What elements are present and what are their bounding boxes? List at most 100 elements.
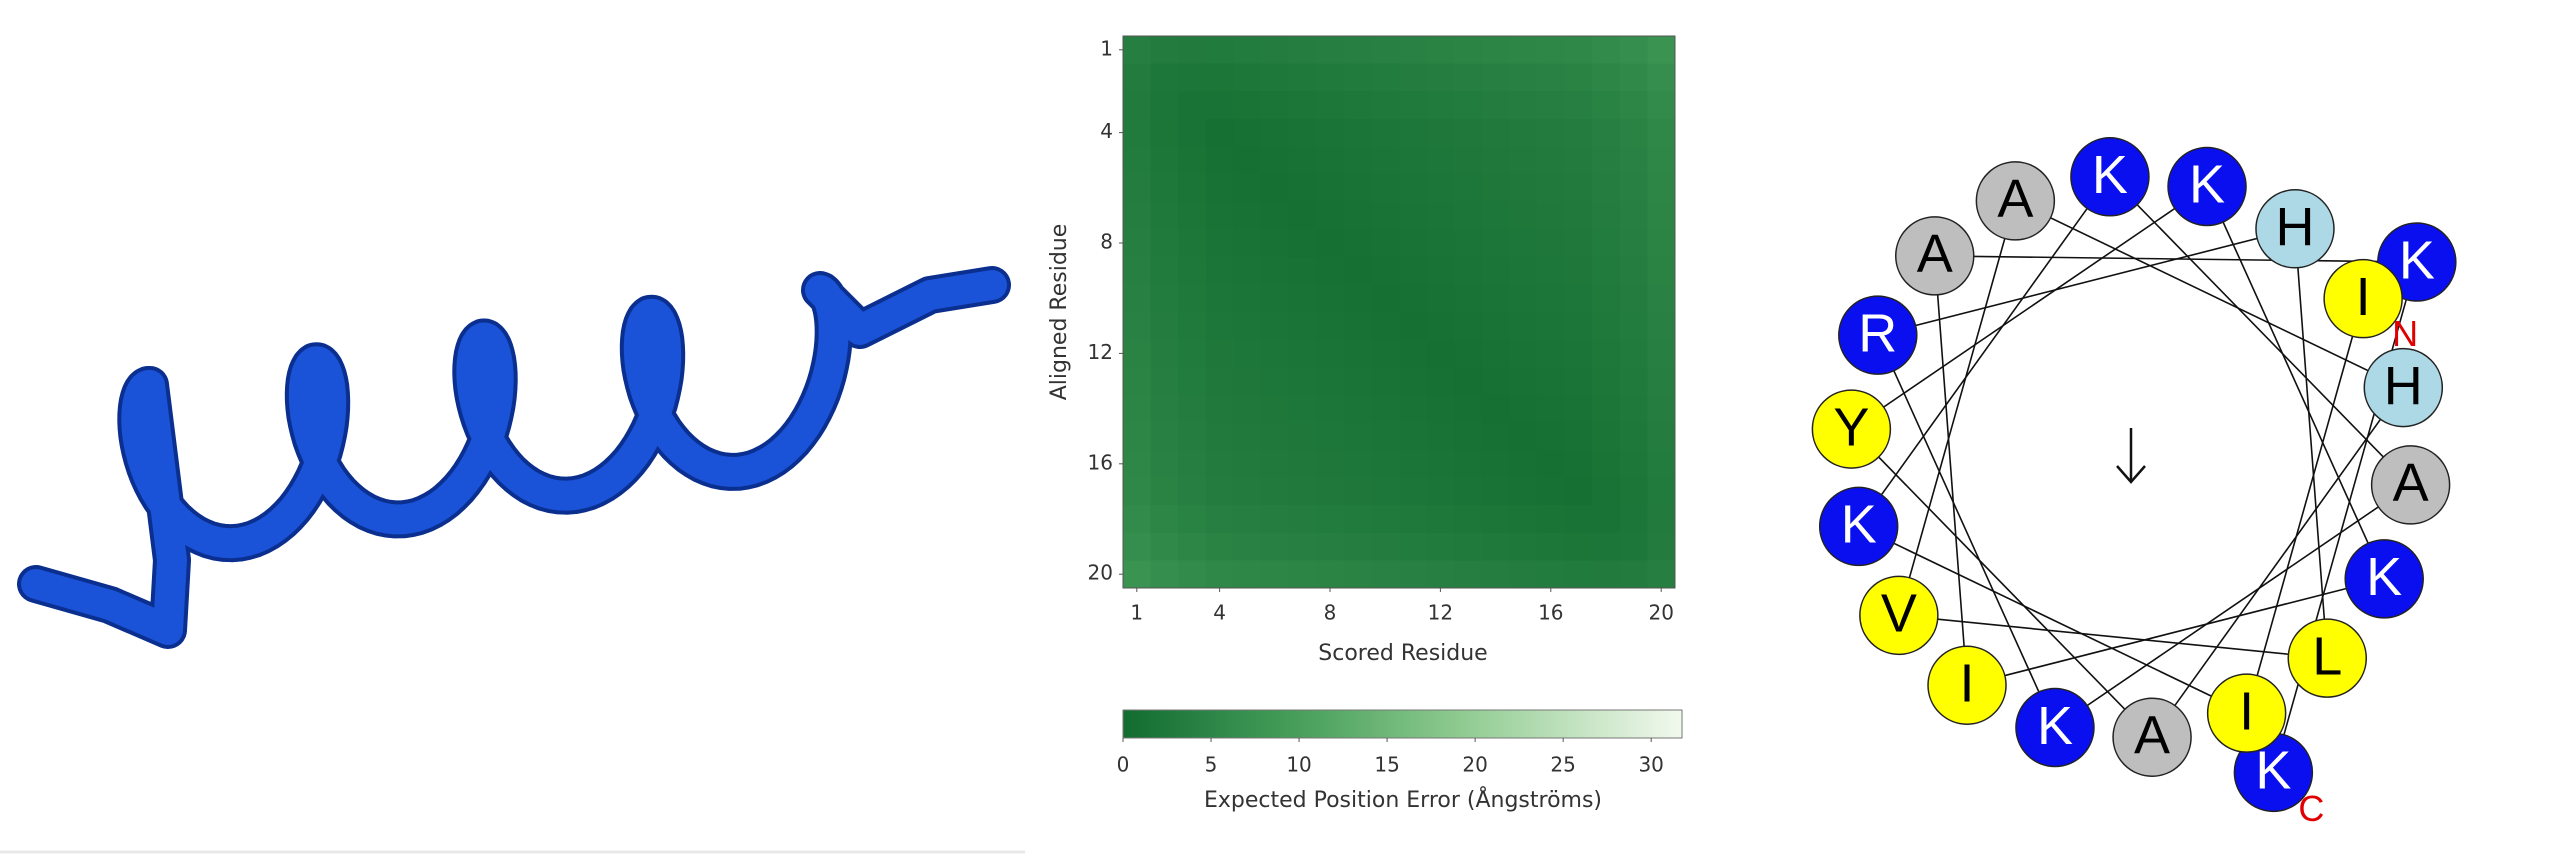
residue-letter: A — [1997, 169, 2033, 229]
heatmap-cell — [1426, 36, 1455, 65]
heatmap-cell — [1343, 367, 1372, 396]
residue-letter: A — [1917, 224, 1953, 284]
heatmap-cell — [1399, 256, 1428, 285]
heatmap-cell — [1343, 91, 1372, 120]
residue-letter: I — [2239, 681, 2254, 741]
heatmap-cell — [1123, 422, 1152, 451]
colorbar — [1122, 709, 1683, 739]
wheel-link — [1934, 255, 2417, 263]
heatmap-cell — [1564, 118, 1593, 147]
heatmap-cell — [1564, 63, 1593, 92]
residue-letter: V — [1881, 584, 1917, 644]
heatmap-cell — [1288, 146, 1317, 175]
wheel-link — [2272, 261, 2418, 773]
heatmap-cell — [1233, 477, 1262, 506]
residue-circle — [1894, 216, 1975, 296]
n-terminus-label: N — [2392, 313, 2418, 354]
heatmap-cell — [1288, 450, 1317, 479]
heatmap-cell — [1316, 229, 1345, 258]
heatmap-cell — [1261, 284, 1290, 313]
heatmap-cell — [1592, 174, 1621, 203]
colorbar-tick-label: 5 — [1205, 753, 1218, 777]
heatmap-cell — [1592, 505, 1621, 534]
heatmap-cell — [1371, 229, 1400, 258]
heatmap-cell — [1454, 284, 1483, 313]
heatmap-cell — [1647, 367, 1676, 396]
heatmap-cell — [1123, 394, 1152, 423]
wheel-link — [2015, 200, 2404, 389]
heatmap-cell — [1261, 450, 1290, 479]
heatmap-cell — [1426, 505, 1455, 534]
y-tick-label: 4 — [1100, 119, 1113, 143]
heatmap-cell — [1261, 477, 1290, 506]
heatmap-cell — [1178, 256, 1207, 285]
heatmap-cell — [1150, 367, 1179, 396]
heatmap-cell — [1261, 532, 1290, 561]
heatmap-cell — [1647, 422, 1676, 451]
heatmap-cell — [1509, 505, 1538, 534]
heatmap-cell — [1205, 477, 1234, 506]
heatmap-cell — [1564, 146, 1593, 175]
heatmap-cell — [1343, 505, 1372, 534]
residue-letter: K — [2092, 145, 2128, 205]
colorbar-tick-label: 0 — [1117, 753, 1130, 777]
heatmap-cell — [1261, 367, 1290, 396]
heatmap-cell — [1343, 422, 1372, 451]
heatmap-cell — [1426, 63, 1455, 92]
heatmap-cell — [1481, 477, 1510, 506]
heatmap-cell — [1123, 505, 1152, 534]
heatmap-cell — [1619, 367, 1648, 396]
heatmap-cell — [1288, 532, 1317, 561]
wheel-link — [1858, 176, 2111, 527]
heatmap-cell — [1481, 312, 1510, 341]
heatmap-cell — [1399, 201, 1428, 230]
heatmap-cell — [1619, 477, 1648, 506]
heatmap-cell — [1371, 36, 1400, 65]
heatmap-cell — [1619, 174, 1648, 203]
wheel-link — [1877, 334, 2056, 728]
heatmap-cell — [1233, 394, 1262, 423]
heatmap-cell — [1647, 201, 1676, 230]
heatmap-cell — [1150, 146, 1179, 175]
residue-letter: K — [2399, 230, 2435, 290]
heatmap-cell — [1537, 367, 1566, 396]
heatmap-cell — [1454, 505, 1483, 534]
heatmap-cell — [1399, 146, 1428, 175]
heatmap-cell — [1261, 229, 1290, 258]
heatmap-cell — [1426, 339, 1455, 368]
x-axis-label: Scored Residue — [1318, 641, 1487, 666]
heatmap-cell — [1178, 394, 1207, 423]
heatmap-cell — [1371, 505, 1400, 534]
heatmap-cell — [1371, 201, 1400, 230]
heatmap-cell — [1261, 394, 1290, 423]
heatmap-cell — [1481, 201, 1510, 230]
heatmap-cell — [1316, 477, 1345, 506]
heatmap-cell — [1647, 63, 1676, 92]
heatmap-cell — [1178, 284, 1207, 313]
heatmap-cell — [1592, 36, 1621, 65]
heatmap-cell — [1205, 91, 1234, 120]
x-tick-label: 8 — [1324, 601, 1337, 625]
heatmap-cell — [1316, 532, 1345, 561]
heatmap-cell — [1647, 560, 1676, 589]
heatmap-cell — [1592, 229, 1621, 258]
heatmap-cell — [1288, 256, 1317, 285]
heatmap-cell — [1426, 367, 1455, 396]
heatmap-cell — [1233, 146, 1262, 175]
heatmap-cell — [1592, 339, 1621, 368]
heatmap-cell — [1343, 532, 1372, 561]
heatmap-cell — [1343, 256, 1372, 285]
heatmap-cell — [1426, 422, 1455, 451]
heatmap-cell — [1233, 450, 1262, 479]
heatmap-cell — [1371, 450, 1400, 479]
heatmap-cell — [1454, 394, 1483, 423]
heatmap-cell — [1205, 146, 1234, 175]
heatmap-cell — [1205, 174, 1234, 203]
heatmap-cell — [1426, 118, 1455, 147]
residue-letter: K — [2037, 696, 2073, 756]
wheel-link — [1898, 614, 2328, 659]
heatmap-cell — [1205, 422, 1234, 451]
y-tick-label: 1 — [1100, 36, 1113, 60]
residue-letter: A — [2393, 453, 2429, 513]
